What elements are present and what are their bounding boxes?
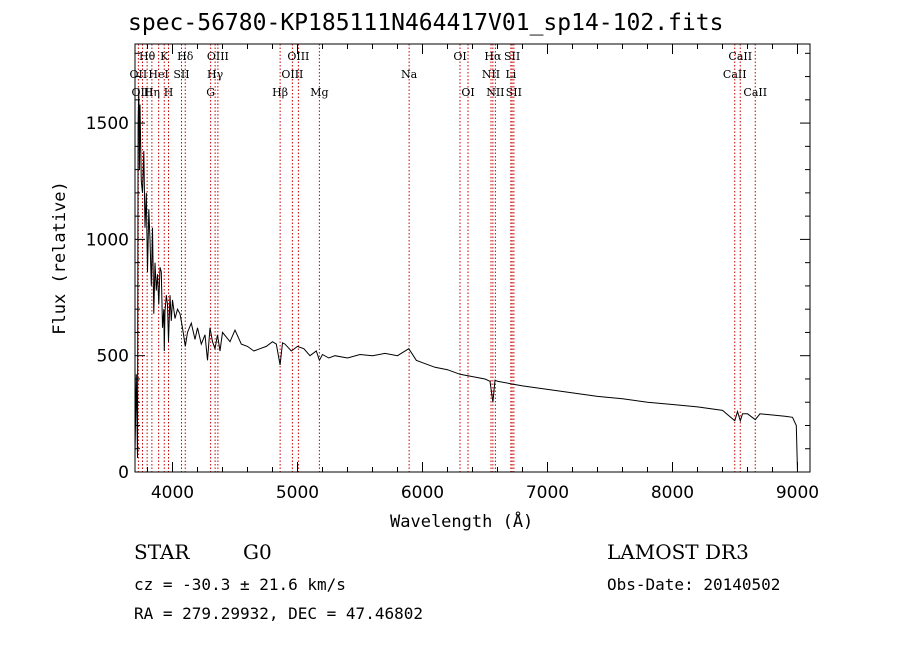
y-tick-label: 0 — [118, 463, 129, 483]
spectral-line-label: Hθ — [139, 50, 156, 63]
spectral-line-label: G — [206, 86, 215, 99]
spectral-line-label: CaII — [743, 86, 767, 99]
spectral-line-label: SII — [173, 68, 189, 81]
x-axis-label: Wavelength (Å) — [390, 512, 534, 532]
spectral-line-label: OIII — [131, 86, 153, 99]
spectral-line-label: CaII — [728, 50, 752, 63]
spectral-line-label: OIII — [287, 50, 309, 63]
object-class: STAR — [134, 540, 190, 564]
spectral-line-label: Hγ — [207, 68, 224, 81]
coordinates-readout: RA = 279.29932, DEC = 47.46802 — [134, 604, 423, 623]
spectral-line-label: Mg — [310, 86, 328, 99]
spectral-line-label: Li — [505, 68, 516, 81]
object-subclass: G0 — [243, 540, 272, 564]
spectral-line-label: Hβ — [272, 86, 288, 99]
spectral-line-label: SII — [504, 50, 520, 63]
y-axis-label: Flux (relative) — [50, 181, 70, 335]
spectrum-line — [134, 88, 798, 473]
spectral-line-markers — [137, 44, 756, 472]
spectral-line-label: Hδ — [177, 50, 194, 63]
spectral-line-label: K — [160, 50, 169, 63]
spectral-line-label: OIII — [207, 50, 229, 63]
spectral-line-label: SII — [506, 86, 522, 99]
spectral-line-label: Na — [401, 68, 418, 81]
chart-title: spec-56780-KP185111N464417V01_sp14-102.f… — [128, 10, 724, 36]
spectral-line-label: H — [164, 86, 174, 99]
x-tick-label: 6000 — [401, 483, 444, 503]
velocity-readout: cz = -30.3 ± 21.6 km/s — [134, 575, 346, 594]
spectral-line-label: OII — [130, 68, 148, 81]
spectral-line-label: HeI — [148, 68, 168, 81]
spectral-line-label: NII — [486, 86, 504, 99]
observation-date: Obs-Date: 20140502 — [607, 575, 781, 594]
spectral-line-label: OI — [453, 50, 466, 63]
axis-ticks: 4000 5000 6000 7000 8000 9000 0 500 1000 1500 — [86, 44, 819, 503]
x-tick-label: 5000 — [276, 483, 319, 503]
y-tick-label: 1500 — [86, 114, 129, 134]
x-tick-label: 9000 — [776, 483, 819, 503]
spectral-line-label: OI — [461, 86, 474, 99]
plot-frame — [134, 43, 811, 473]
x-tick-label: 4000 — [151, 483, 194, 503]
x-tick-label: 8000 — [651, 483, 694, 503]
y-tick-label: 1000 — [86, 230, 129, 250]
survey-name: LAMOST DR3 — [607, 540, 749, 564]
spectral-line-labels: Hθ OII OIII K HeI Hη SII H Hδ OIII Hγ G OIII OIII Hβ Mg… — [130, 50, 768, 99]
x-tick-label: 7000 — [526, 483, 569, 503]
spectral-line-label: OIII — [281, 68, 303, 81]
spectral-line-label: NII — [482, 68, 500, 81]
spectral-line-label: Hη — [144, 86, 160, 99]
spectral-line-label: Hα — [484, 50, 502, 63]
y-tick-label: 500 — [97, 347, 129, 367]
spectral-line-label: CaII — [723, 68, 747, 81]
